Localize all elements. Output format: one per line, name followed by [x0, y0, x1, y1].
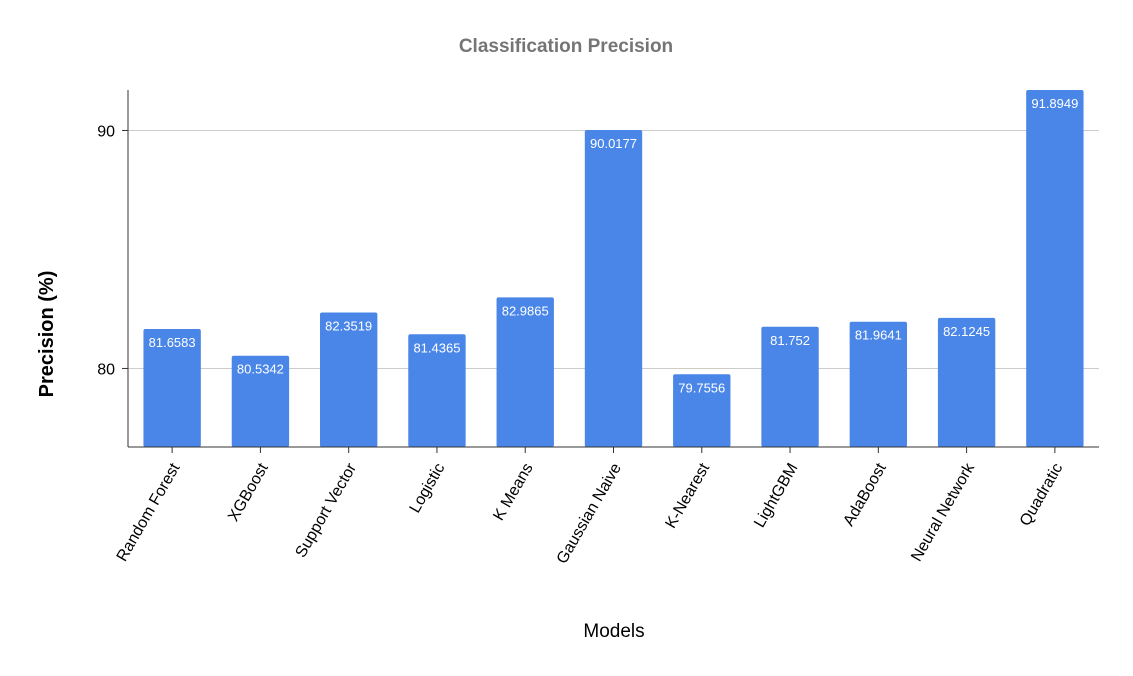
x-tick-label: Neural Network — [908, 460, 978, 565]
data-label: 81.752 — [770, 333, 810, 348]
x-axis-label: Models — [583, 621, 644, 642]
data-label: 82.3519 — [325, 318, 372, 333]
x-tick-label: K-Nearest — [662, 460, 713, 531]
x-tick-label: Random Forest — [114, 460, 184, 564]
x-tick-label: Quadratic — [1017, 461, 1066, 530]
y-axis-label: Precision (%) — [36, 271, 58, 398]
x-tick-label: K Means — [490, 461, 536, 524]
x-tick-label: XGBoost — [225, 460, 272, 524]
data-label: 82.1245 — [943, 324, 990, 339]
bar — [673, 374, 731, 447]
bar — [1026, 90, 1084, 447]
bar — [584, 130, 643, 447]
data-label: 90.0177 — [590, 136, 637, 151]
data-label: 80.5342 — [237, 362, 284, 377]
bar — [143, 328, 201, 447]
data-label: 81.6583 — [149, 335, 196, 350]
bars — [143, 90, 1084, 447]
bar — [319, 312, 378, 447]
data-labels: 81.6583 80.5342 82.3519 81.4365 82.9865 90.01… — [149, 96, 1079, 395]
x-tick-label: Gaussian Naive — [554, 460, 625, 566]
bar — [231, 355, 290, 447]
x-tick-labels: Random Forest XGBoost Support Vector Logist… — [114, 447, 1066, 567]
data-label: 82.9865 — [502, 303, 549, 318]
y-tick-label: 90 — [97, 123, 115, 140]
bar — [408, 334, 466, 447]
x-tick-label: LightGBM — [751, 461, 801, 531]
data-label: 81.9641 — [855, 328, 902, 343]
x-tick-label: Logistic — [407, 461, 449, 516]
data-label: 91.8949 — [1031, 96, 1078, 111]
bar — [496, 297, 554, 447]
chart-title: Classification Precision — [459, 36, 673, 57]
y-tick-labels: 80 90 — [97, 123, 128, 378]
y-tick-label: 80 — [97, 361, 115, 378]
data-label: 81.4365 — [413, 340, 460, 355]
x-tick-label: AdaBoost — [840, 460, 890, 529]
bar — [761, 326, 819, 447]
data-label: 79.7556 — [678, 380, 725, 395]
bar — [849, 321, 908, 447]
bar — [937, 317, 996, 447]
x-tick-label: Support Vector — [293, 460, 361, 561]
